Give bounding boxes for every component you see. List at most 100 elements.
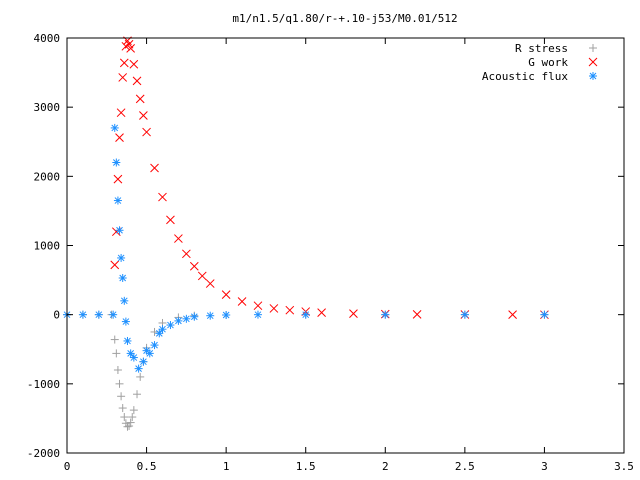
- data-point: [117, 392, 126, 401]
- data-point: [222, 311, 231, 320]
- data-point: [142, 127, 151, 137]
- data-point: [540, 310, 549, 319]
- data-point: [197, 271, 207, 281]
- data-point: [145, 349, 154, 358]
- data-point: [135, 94, 145, 104]
- x-tick-label: 1.5: [296, 460, 316, 473]
- data-point: [121, 317, 130, 326]
- data-point: [412, 310, 422, 319]
- y-tick-label: 0: [53, 309, 60, 322]
- x-axis: 0 0.5 1 1.5 2 2.5 3 3.5: [64, 38, 634, 473]
- data-point: [132, 76, 142, 86]
- data-point: [205, 279, 215, 288]
- data-point: [158, 325, 167, 334]
- data-point: [155, 329, 164, 338]
- y-tick-label: 1000: [34, 240, 61, 253]
- data-point: [139, 111, 148, 120]
- data-point: [115, 226, 124, 235]
- data-point: [381, 310, 390, 319]
- data-point: [166, 321, 175, 330]
- data-point: [237, 297, 247, 306]
- data-point: [317, 308, 326, 317]
- data-point: [189, 261, 199, 271]
- x-tick-label: 2.5: [455, 460, 475, 473]
- data-point: [113, 366, 122, 374]
- data-point: [118, 73, 128, 82]
- data-point: [116, 108, 126, 118]
- data-point: [166, 215, 175, 225]
- data-point: [113, 174, 123, 184]
- data-point: [110, 260, 120, 270]
- data-point: [150, 327, 159, 336]
- y-tick-label: -2000: [27, 447, 60, 460]
- legend-marker: [589, 72, 597, 80]
- chart-title: m1/n1.5/q1.80/r-+.10-j53/M0.01/512: [232, 12, 457, 25]
- data-point: [150, 341, 159, 350]
- series-r-stress: [63, 310, 549, 431]
- data-point: [110, 123, 119, 132]
- legend-label: R stress: [515, 42, 568, 55]
- data-point: [221, 290, 231, 299]
- data-point: [508, 310, 517, 319]
- data-point: [253, 310, 262, 319]
- data-point: [206, 311, 215, 320]
- data-point: [118, 274, 127, 283]
- data-point: [128, 413, 137, 422]
- data-point: [174, 316, 183, 325]
- y-tick-label: 3000: [34, 101, 61, 114]
- data-point: [109, 310, 118, 319]
- data-point: [285, 305, 295, 315]
- data-point: [120, 413, 129, 422]
- data-point: [460, 310, 469, 319]
- data-point: [78, 310, 87, 319]
- x-tick-label: 0.5: [137, 460, 157, 473]
- data-point: [115, 379, 124, 388]
- data-point: [349, 309, 358, 318]
- plot-frame: [66, 37, 625, 454]
- data-point: [115, 133, 124, 142]
- y-tick-label: 2000: [34, 170, 61, 183]
- legend-label: G work: [528, 56, 568, 69]
- x-tick-label: 3: [541, 460, 548, 473]
- data-point: [117, 253, 126, 262]
- data-point: [125, 422, 134, 431]
- data-point: [174, 234, 183, 243]
- legend-marker: [588, 57, 598, 67]
- data-point: [129, 406, 138, 415]
- x-tick-label: 2: [382, 460, 389, 473]
- data-point: [190, 312, 199, 321]
- data-point: [126, 44, 136, 53]
- data-point: [139, 357, 148, 366]
- data-point: [126, 418, 135, 427]
- data-point: [118, 404, 127, 413]
- data-point: [129, 353, 138, 362]
- data-point: [182, 314, 191, 323]
- x-tick-label: 3.5: [614, 460, 634, 473]
- y-tick-label: 4000: [34, 32, 61, 45]
- data-point: [301, 310, 310, 319]
- y-axis: -2000 -1000 0 1000 2000 3000 4000: [27, 32, 624, 460]
- data-point: [133, 390, 142, 399]
- x-tick-label: 0: [64, 460, 71, 473]
- data-point: [253, 301, 263, 311]
- data-point: [269, 304, 279, 313]
- data-point: [134, 364, 143, 373]
- legend-marker: [589, 44, 597, 52]
- legend-label: Acoustic flux: [482, 70, 568, 83]
- y-tick-label: -1000: [27, 378, 60, 391]
- data-point: [129, 59, 139, 69]
- data-point: [113, 196, 122, 205]
- data-point: [112, 349, 121, 358]
- data-point: [111, 227, 121, 237]
- data-point: [136, 372, 145, 381]
- data-point: [112, 158, 121, 167]
- data-point: [119, 58, 129, 68]
- plot-area: [63, 36, 549, 431]
- data-point: [94, 310, 103, 319]
- data-point: [110, 335, 119, 344]
- data-point: [182, 249, 191, 259]
- data-point: [120, 296, 129, 305]
- data-point: [123, 336, 132, 345]
- data-point: [123, 422, 132, 431]
